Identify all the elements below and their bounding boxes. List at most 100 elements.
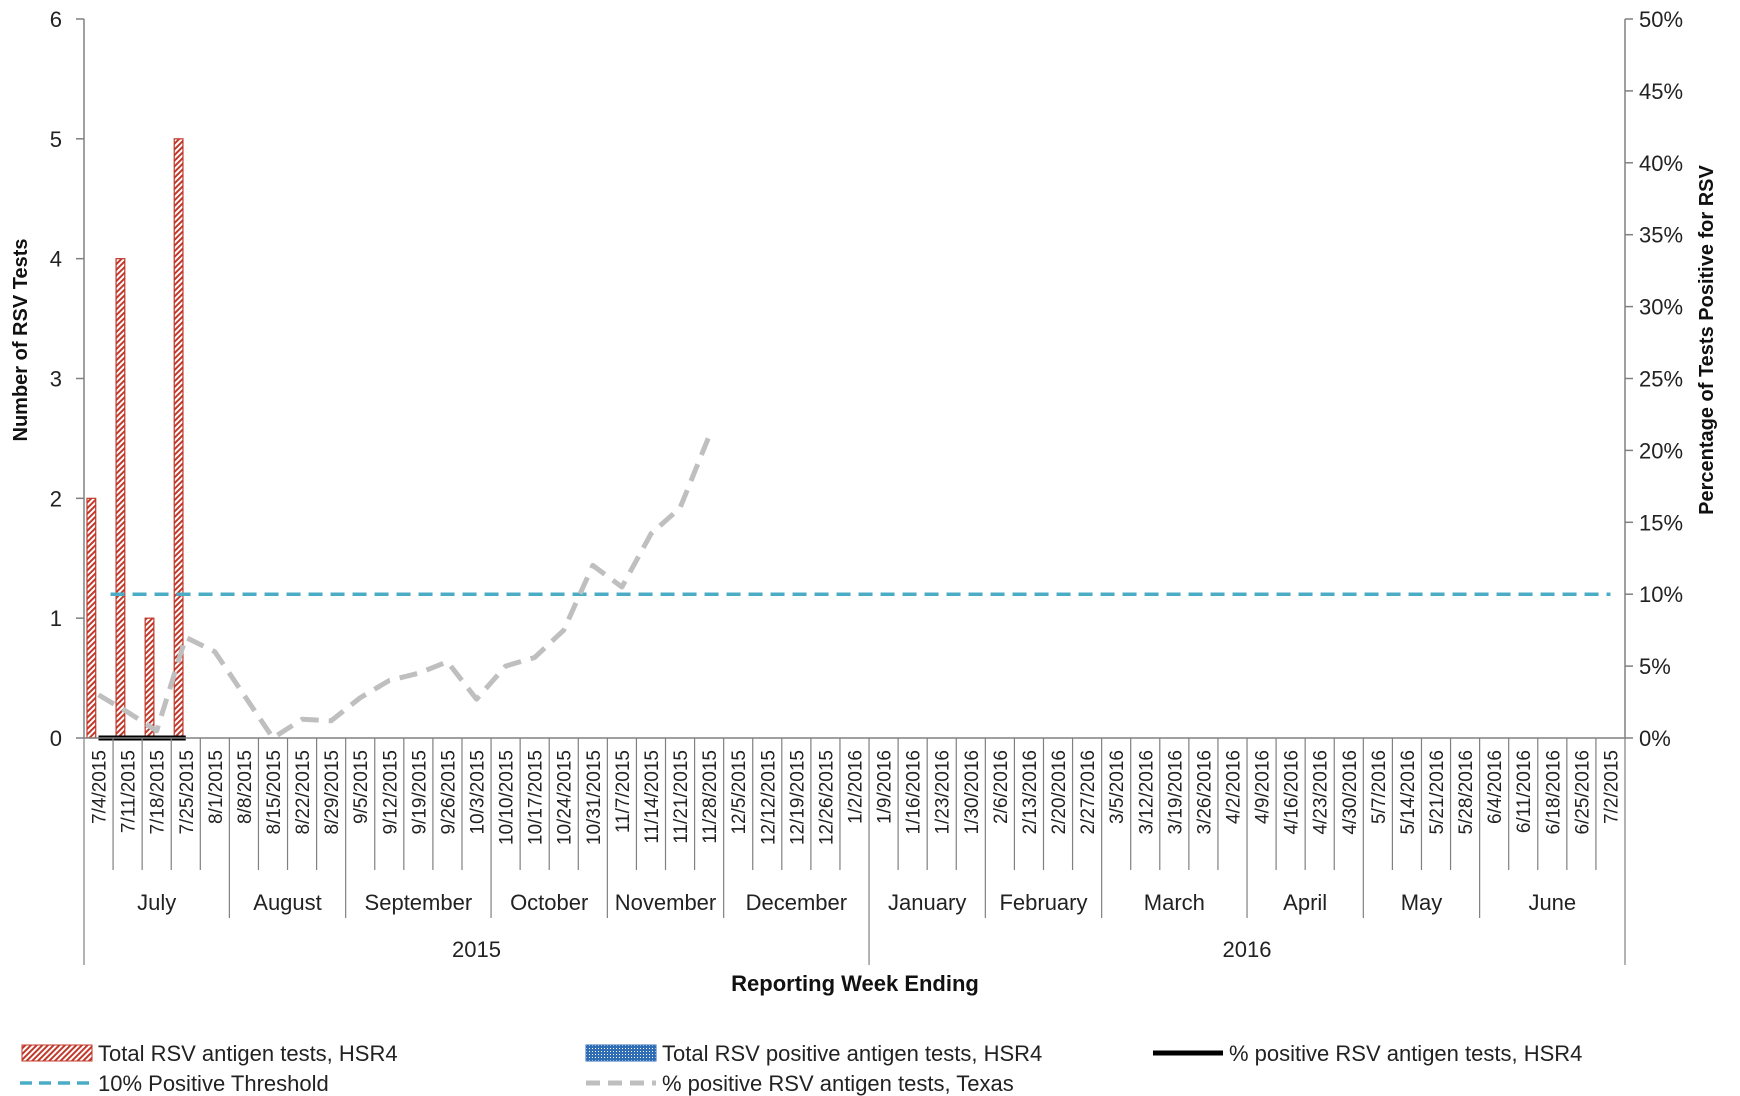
x-tick-label: 10/31/2015	[584, 750, 605, 845]
x-tick-label: 12/12/2015	[758, 750, 779, 845]
month-label: July	[137, 890, 176, 915]
y-tick-label: 3	[50, 367, 62, 392]
y2-tick-label: 20%	[1639, 438, 1683, 463]
y-tick-label: 4	[50, 247, 62, 272]
legend-label-pct-texas: % positive RSV antigen tests, Texas	[662, 1071, 1014, 1096]
x-tick-label: 2/13/2016	[1020, 750, 1041, 835]
x-tick-label: 11/21/2015	[671, 750, 692, 844]
y2-tick-label: 0%	[1639, 726, 1671, 751]
x-tick-label: 3/12/2016	[1136, 750, 1157, 835]
x-tick-label: 10/17/2015	[526, 750, 547, 845]
y2-tick-label: 35%	[1639, 223, 1683, 248]
bar-total-tests	[86, 497, 97, 739]
y-tick-label: 2	[50, 486, 62, 511]
legend-label-threshold: 10% Positive Threshold	[98, 1071, 329, 1096]
x-tick-label: 8/15/2015	[264, 750, 285, 835]
x-tick-label: 2/27/2016	[1078, 750, 1099, 835]
month-label: May	[1401, 890, 1443, 915]
x-tick-label: 6/18/2016	[1543, 750, 1564, 835]
x-tick-label: 7/18/2015	[148, 750, 169, 835]
y2-axis-title: Percentage of Tests Positive for RSV	[1696, 164, 1718, 514]
x-tick-label: 6/4/2016	[1485, 750, 1506, 824]
legend-swatch-positive-tests	[585, 1044, 657, 1062]
x-tick-label: 1/9/2016	[875, 750, 896, 824]
y-axis-title: Number of RSV Tests	[10, 239, 32, 442]
axes: 0 1 2 3 4 5 6 0% 5% 10% 15% 20% 25% 30% 35% 40% 45% 50% 7/…	[50, 7, 1683, 965]
legend-item-pct-texas: % positive RSV antigen tests, Texas	[586, 1071, 1014, 1096]
x-tick-label: 11/7/2015	[613, 750, 634, 833]
x-tick-label: 10/24/2015	[555, 750, 576, 845]
x-tick-label: 8/29/2015	[322, 750, 343, 835]
x-tick-label: 9/19/2015	[409, 750, 430, 835]
month-label: February	[999, 890, 1087, 915]
x-tick-label: 1/23/2016	[933, 750, 954, 835]
legend-item-total-tests: Total RSV antigen tests, HSR4	[21, 1041, 398, 1066]
y-tick-label: 6	[50, 7, 62, 32]
x-tick-label: 5/21/2016	[1427, 750, 1448, 835]
legend-item-positive-tests: Total RSV positive antigen tests, HSR4	[585, 1041, 1042, 1066]
x-tick-label: 1/30/2016	[962, 750, 983, 835]
month-label: March	[1144, 890, 1205, 915]
x-tick-label: 12/26/2015	[816, 750, 837, 845]
y2-tick-label: 30%	[1639, 295, 1683, 320]
x-tick-label: 10/3/2015	[468, 750, 489, 835]
y-tick-label: 5	[50, 127, 62, 152]
x-tick-label: 10/10/2015	[497, 750, 518, 845]
month-label: January	[888, 890, 966, 915]
x-tick-label: 9/12/2015	[380, 750, 401, 835]
legend-item-pct-hsr4: % positive RSV antigen tests, HSR4	[1153, 1041, 1582, 1066]
legend-label-positive-tests: Total RSV positive antigen tests, HSR4	[662, 1041, 1042, 1066]
x-tick-label: 3/5/2016	[1107, 750, 1128, 824]
y2-tick-label: 50%	[1639, 7, 1683, 32]
x-tick-label: 2/20/2016	[1049, 750, 1070, 835]
bars	[86, 138, 184, 739]
x-tick-label: 7/11/2015	[119, 750, 140, 833]
month-label: August	[253, 890, 322, 915]
y2-tick-label: 25%	[1639, 367, 1683, 392]
lines	[97, 435, 1611, 741]
bar-total-tests	[115, 258, 126, 739]
y2-tick-label: 45%	[1639, 79, 1683, 104]
x-tick-label: 4/23/2016	[1311, 750, 1332, 835]
y2-tick-label: 15%	[1639, 510, 1683, 535]
x-tick-label: 7/2/2015	[1601, 750, 1622, 824]
y2-tick-label: 5%	[1639, 654, 1671, 679]
x-tick-label: 5/28/2016	[1456, 750, 1477, 835]
x-tick-label: 1/2/2016	[846, 750, 867, 824]
legend-label-total-tests: Total RSV antigen tests, HSR4	[98, 1041, 398, 1066]
month-label: September	[365, 890, 473, 915]
x-tick-label: 7/4/2015	[90, 750, 111, 824]
x-tick-label: 4/9/2016	[1253, 750, 1274, 824]
x-tick-label: 4/16/2016	[1282, 750, 1303, 835]
x-tick-label: 8/1/2015	[206, 750, 227, 824]
legend-label-pct-hsr4: % positive RSV antigen tests, HSR4	[1229, 1041, 1582, 1066]
bar-total-tests	[144, 617, 155, 739]
legend-item-threshold: 10% Positive Threshold	[20, 1071, 329, 1096]
y2-tick-label: 10%	[1639, 582, 1683, 607]
x-tick-label: 8/22/2015	[293, 750, 314, 835]
x-tick-label: 12/19/2015	[787, 750, 808, 845]
x-tick-label: 11/28/2015	[700, 750, 721, 844]
legend: Total RSV antigen tests, HSR4 Total RSV …	[20, 1041, 1582, 1096]
month-label: December	[746, 890, 847, 915]
x-tick-label: 9/26/2015	[438, 750, 459, 835]
x-tick-label: 4/2/2016	[1223, 750, 1244, 824]
month-label: October	[510, 890, 588, 915]
month-label: November	[615, 890, 716, 915]
x-tick-label: 3/19/2016	[1165, 750, 1186, 835]
x-tick-label: 2/6/2016	[991, 750, 1012, 824]
x-tick-label: 5/14/2016	[1398, 750, 1419, 835]
x-tick-label: 7/25/2015	[177, 750, 198, 835]
y-tick-label: 0	[50, 726, 62, 751]
x-tick-label: 5/7/2016	[1369, 750, 1390, 824]
month-label: June	[1528, 890, 1576, 915]
y-tick-label: 1	[50, 606, 62, 631]
x-tick-label: 6/11/2016	[1514, 750, 1535, 833]
x-tick-label: 1/16/2016	[904, 750, 925, 835]
x-axis-title: Reporting Week Ending	[731, 971, 979, 996]
x-tick-label: 8/8/2015	[235, 750, 256, 824]
line-pct-texas	[97, 435, 712, 741]
x-tick-label: 12/5/2015	[729, 750, 750, 835]
